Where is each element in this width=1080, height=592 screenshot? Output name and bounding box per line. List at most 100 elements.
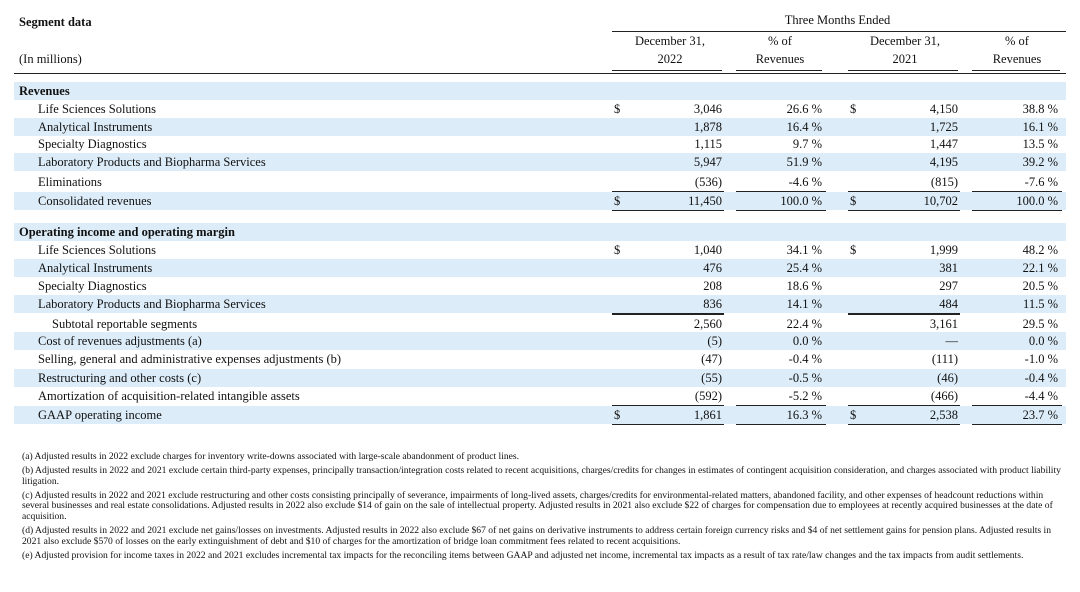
- value-2022: (5): [707, 334, 722, 348]
- currency: $: [850, 408, 857, 422]
- rule: [736, 191, 826, 192]
- value-2022: (55): [701, 371, 722, 385]
- value-2021: 10,702: [923, 194, 958, 208]
- rule: [972, 405, 1062, 406]
- percent-2021: 100.0 %: [1016, 194, 1058, 208]
- percent-2022: 26.6 %: [786, 102, 822, 116]
- percent-2021: -4.4 %: [1024, 389, 1058, 403]
- currency: $: [614, 194, 621, 208]
- percent-2021: 22.1 %: [1022, 261, 1058, 275]
- value-2022: 5,947: [693, 155, 722, 169]
- row-stripe: [14, 192, 1066, 210]
- value-2022: 1,115: [694, 137, 722, 151]
- row-stripe: [14, 82, 1066, 100]
- row-label: Amortization of acquisition-related inta…: [38, 389, 300, 403]
- value-2022: 11,450: [688, 194, 722, 208]
- value-2021: 1,725: [929, 120, 958, 134]
- percent-2021: 16.1 %: [1022, 120, 1058, 134]
- column-header: 2022: [657, 52, 683, 66]
- row-stripe: [14, 259, 1066, 277]
- value-2021: —: [945, 334, 959, 348]
- percent-2021: 48.2 %: [1022, 243, 1058, 257]
- row-label: Analytical Instruments: [38, 261, 153, 275]
- rule: [612, 191, 724, 192]
- percent-2022: 22.4 %: [786, 317, 822, 331]
- row-label: Laboratory Products and Biopharma Servic…: [38, 155, 266, 169]
- rule: [736, 70, 822, 71]
- row-label: Life Sciences Solutions: [38, 243, 157, 257]
- percent-2021: 29.5 %: [1022, 317, 1058, 331]
- column-header: % of: [768, 34, 792, 48]
- percent-2022: 34.1 %: [786, 243, 822, 257]
- value-2022: 2,560: [693, 317, 722, 331]
- row-stripe: [14, 369, 1066, 387]
- column-header: Revenues: [755, 52, 805, 66]
- row-label: Laboratory Products and Biopharma Servic…: [38, 297, 266, 311]
- footnote: (d) Adjusted results in 2022 and 2021 ex…: [22, 525, 1052, 547]
- currency: $: [614, 243, 621, 257]
- percent-2022: -5.2 %: [788, 389, 822, 403]
- section-heading: Revenues: [19, 84, 70, 98]
- value-2021: (466): [930, 389, 958, 403]
- percent-2022: 14.1 %: [786, 297, 822, 311]
- rule: [848, 313, 960, 315]
- value-2021: 3,161: [929, 317, 958, 331]
- row-label: Eliminations: [38, 175, 102, 189]
- percent-2021: 0.0 %: [1028, 334, 1058, 348]
- percent-2022: 51.9 %: [786, 155, 822, 169]
- footnote: (e) Adjusted provision for income taxes …: [22, 549, 1024, 561]
- row-stripe: [14, 223, 1066, 241]
- value-2022: 476: [703, 261, 722, 275]
- value-2022: (592): [694, 389, 722, 403]
- value-2022: 3,046: [693, 102, 722, 116]
- row-label: Analytical Instruments: [38, 120, 153, 134]
- row-stripe: [14, 153, 1066, 171]
- percent-2022: 18.6 %: [786, 279, 822, 293]
- column-header: % of: [1005, 34, 1029, 48]
- percent-2021: -0.4 %: [1024, 371, 1058, 385]
- percent-2022: 100.0 %: [780, 194, 822, 208]
- row-label: Restructuring and other costs (c): [38, 371, 202, 385]
- percent-2021: 39.2 %: [1022, 155, 1058, 169]
- rule: [848, 405, 960, 406]
- row-stripe: [14, 295, 1066, 313]
- rule: [972, 424, 1062, 425]
- row-label: Specialty Diagnostics: [38, 137, 147, 151]
- currency: $: [850, 194, 857, 208]
- row-label: GAAP operating income: [38, 408, 162, 422]
- period: Three Months Ended: [784, 13, 891, 27]
- row-label: Cost of revenues adjustments (a): [38, 334, 202, 348]
- rule: [612, 405, 724, 406]
- value-2021: 297: [939, 279, 958, 293]
- title: Segment data: [19, 15, 92, 29]
- footnote: (a) Adjusted results in 2022 exclude cha…: [22, 451, 520, 462]
- percent-2021: 13.5 %: [1022, 137, 1058, 151]
- rule: [848, 191, 960, 192]
- rule: [612, 31, 1066, 32]
- value-2021: (815): [930, 175, 958, 189]
- footnotes: (a) Adjusted results in 2022 exclude cha…: [22, 451, 1062, 565]
- percent-2021: 20.5 %: [1022, 279, 1058, 293]
- rule: [848, 70, 958, 71]
- rule: [848, 210, 960, 211]
- rule: [736, 210, 826, 211]
- rule: [612, 313, 724, 315]
- percent-2021: 11.5 %: [1023, 297, 1058, 311]
- row-stripe: [14, 406, 1066, 424]
- footnote: (b) Adjusted results in 2022 and 2021 ex…: [22, 465, 1061, 487]
- row-label: Subtotal reportable segments: [52, 317, 198, 331]
- currency: $: [614, 102, 621, 116]
- units: (In millions): [19, 52, 82, 66]
- value-2021: 4,195: [929, 155, 958, 169]
- currency: $: [614, 408, 621, 422]
- percent-2022: -4.6 %: [788, 175, 822, 189]
- percent-2021: 23.7 %: [1022, 408, 1058, 422]
- percent-2022: -0.5 %: [788, 371, 822, 385]
- value-2021: 4,150: [929, 102, 958, 116]
- value-2021: 484: [939, 297, 958, 311]
- rule: [14, 73, 1066, 74]
- value-2021: 1,999: [929, 243, 958, 257]
- column-header: December 31,: [869, 34, 941, 48]
- percent-2022: 16.4 %: [786, 120, 822, 134]
